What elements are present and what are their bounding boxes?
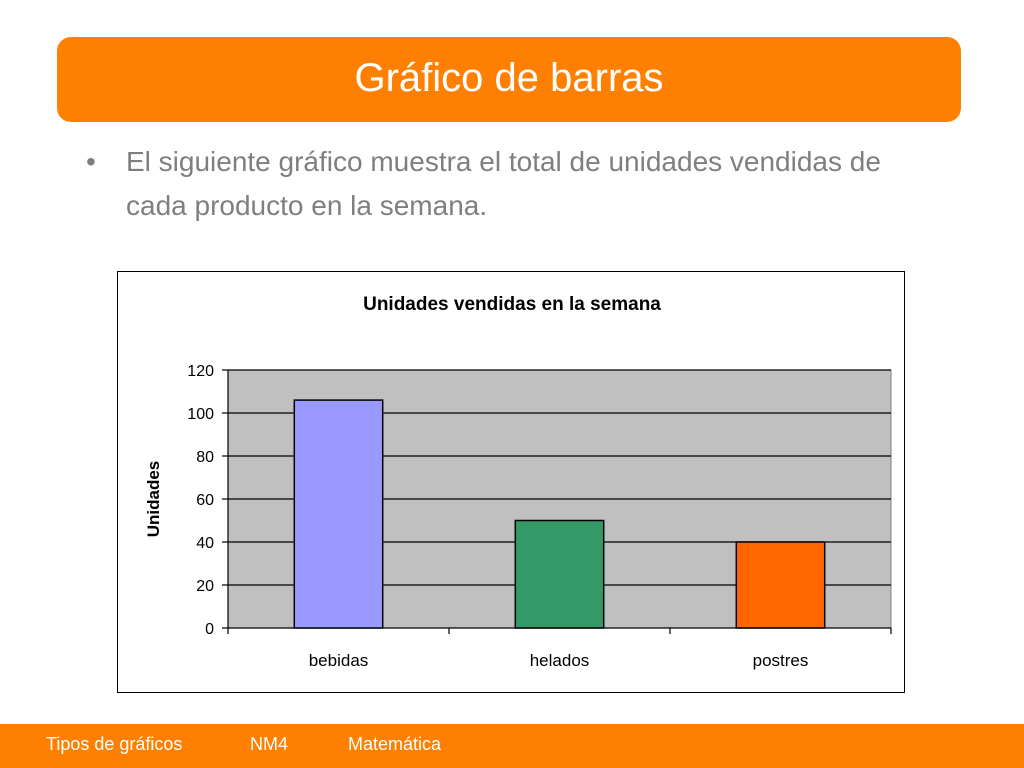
chart-frame: Unidades vendidas en la semana Unidades … xyxy=(117,271,905,693)
y-tick-label: 60 xyxy=(196,492,214,509)
slide-title: Gráfico de barras xyxy=(354,56,664,100)
y-tick-label: 20 xyxy=(196,578,214,595)
bar-chart: Unidades vendidas en la semana Unidades … xyxy=(144,294,892,670)
y-axis-label: Unidades xyxy=(144,461,163,538)
footer-subject: Matemática xyxy=(348,734,442,754)
chart-title: Unidades vendidas en la semana xyxy=(363,294,661,315)
y-tick-label: 0 xyxy=(205,621,214,638)
bar-postres xyxy=(735,541,826,629)
y-tick-label: 120 xyxy=(187,363,214,380)
y-tick-label: 40 xyxy=(196,535,214,552)
bullet-icon: • xyxy=(86,146,96,177)
title-banner: Gráfico de barras xyxy=(57,37,961,122)
x-tick-label: helados xyxy=(530,651,590,670)
x-tick-label: postres xyxy=(753,651,809,670)
bar-bebidas xyxy=(293,399,384,629)
footer-level: NM4 xyxy=(250,734,289,754)
x-tick-label: bebidas xyxy=(309,651,369,670)
bar-helados xyxy=(514,519,605,629)
footer-topic: Tipos de gráficos xyxy=(46,734,183,754)
y-tick-label: 80 xyxy=(196,449,214,466)
bullet-text: El siguiente gráfico muestra el total de… xyxy=(126,146,881,221)
y-tick-label: 100 xyxy=(187,406,214,423)
footer-bar: Tipos de gráficos NM4 Matemática xyxy=(0,724,1024,768)
